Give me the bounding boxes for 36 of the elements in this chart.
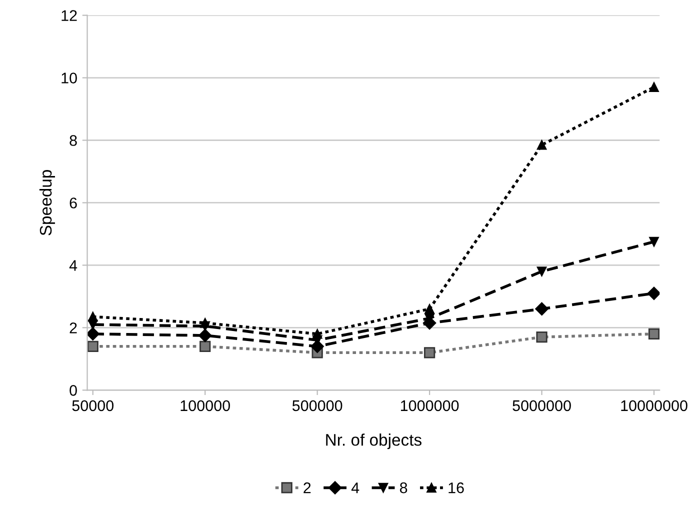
legend-label: 16 — [448, 482, 464, 494]
point — [200, 318, 210, 328]
x-tick-label: 50000 — [72, 400, 114, 412]
point — [649, 82, 659, 92]
y-tick-label: 2 — [70, 322, 77, 334]
point — [535, 302, 548, 316]
point — [424, 304, 434, 314]
x-tick-label: 1000000 — [400, 400, 459, 412]
point — [536, 140, 547, 150]
y-tick-label: 0 — [70, 385, 77, 396]
x-tick-label: 10000000 — [621, 400, 688, 412]
point — [536, 331, 548, 343]
x-tick-label: 5000000 — [512, 400, 571, 412]
y-tick-label: 12 — [62, 10, 77, 21]
x-axis-title: Nr. of objects — [326, 434, 422, 450]
point — [312, 329, 322, 339]
point — [200, 340, 211, 352]
point — [198, 328, 212, 342]
legend-label: 4 — [351, 482, 360, 494]
x-tick-label: 100000 — [180, 400, 230, 412]
y-tick-label: 4 — [69, 260, 78, 271]
legend-label: 2 — [304, 482, 311, 494]
point — [87, 340, 98, 352]
y-tick-label: 6 — [70, 198, 77, 208]
y-axis-title: Speedup — [39, 170, 55, 236]
point — [649, 236, 659, 247]
legend-label: 8 — [400, 482, 408, 494]
point — [88, 312, 98, 322]
point — [87, 327, 100, 341]
y-tick-label: 10 — [62, 72, 77, 84]
y-tick-label: 8 — [70, 135, 77, 146]
point — [647, 286, 660, 300]
x-tick-label: 500000 — [292, 400, 342, 412]
point — [648, 328, 660, 340]
point — [536, 266, 547, 276]
point — [424, 347, 436, 358]
